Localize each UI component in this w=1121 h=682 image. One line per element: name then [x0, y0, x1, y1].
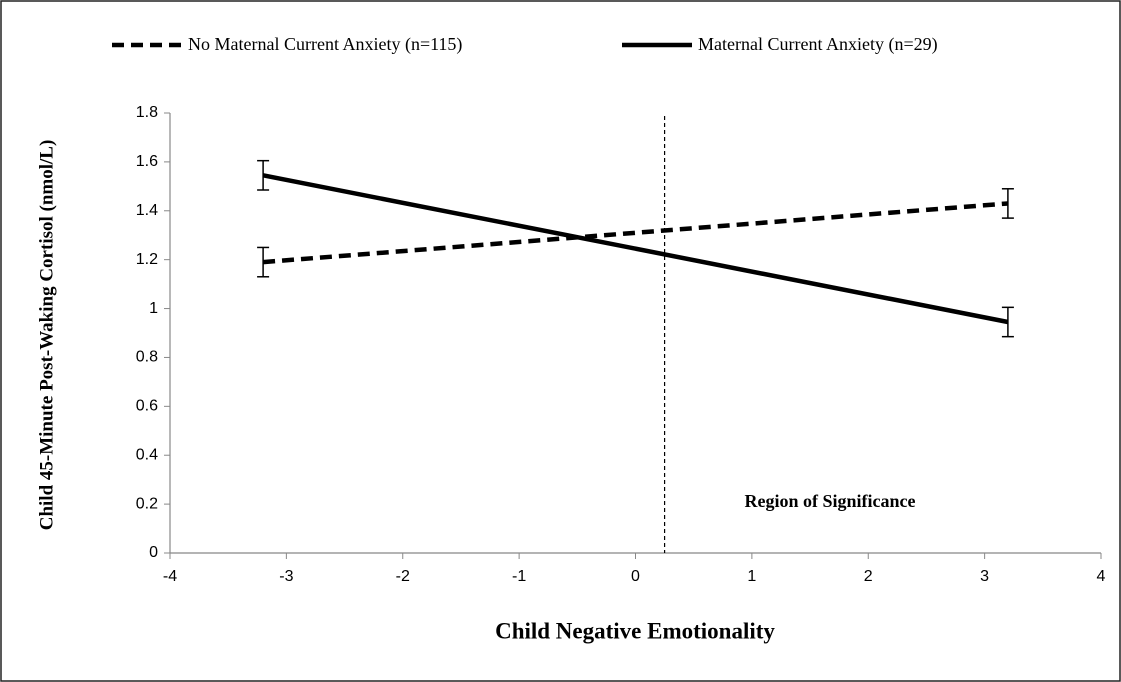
y-tick-label: 0 — [149, 544, 158, 561]
error-bar — [1001, 306, 1014, 338]
series-line — [262, 173, 1009, 325]
y-tick-label: 1 — [149, 300, 158, 317]
y-tick-label: 1.8 — [136, 104, 158, 121]
y-tick-label: 0.8 — [136, 349, 158, 366]
x-axis-label: Child Negative Emotionality — [495, 618, 775, 643]
x-tick-label: -1 — [512, 568, 526, 585]
y-axis-label: Child 45-Minute Post-Waking Cortisol (nm… — [36, 140, 57, 531]
y-tick-label: 0.2 — [136, 495, 158, 512]
error-bar — [257, 246, 270, 278]
x-tick-label: 2 — [864, 568, 873, 585]
x-tick-label: 3 — [980, 568, 989, 585]
legend-label: No Maternal Current Anxiety (n=115) — [188, 34, 462, 55]
y-tick-label: 0.4 — [136, 446, 158, 463]
x-tick-label: -4 — [163, 568, 177, 585]
x-tick-label: 4 — [1097, 568, 1106, 585]
legend-label: Maternal Current Anxiety (n=29) — [698, 34, 938, 55]
annotation: Region of Significance — [745, 491, 916, 511]
x-tick-label: 0 — [631, 568, 640, 585]
y-tick-label: 1.6 — [136, 153, 158, 170]
y-tick-label: 1.4 — [136, 202, 158, 219]
x-tick-label: -2 — [396, 568, 410, 585]
error-bar — [257, 159, 270, 191]
error-bar — [1001, 188, 1014, 219]
y-tick-label: 0.6 — [136, 398, 158, 415]
x-tick-label: -3 — [279, 568, 293, 585]
series-line — [262, 201, 1009, 265]
y-tick-label: 1.2 — [136, 251, 158, 268]
x-tick-label: 1 — [747, 568, 756, 585]
